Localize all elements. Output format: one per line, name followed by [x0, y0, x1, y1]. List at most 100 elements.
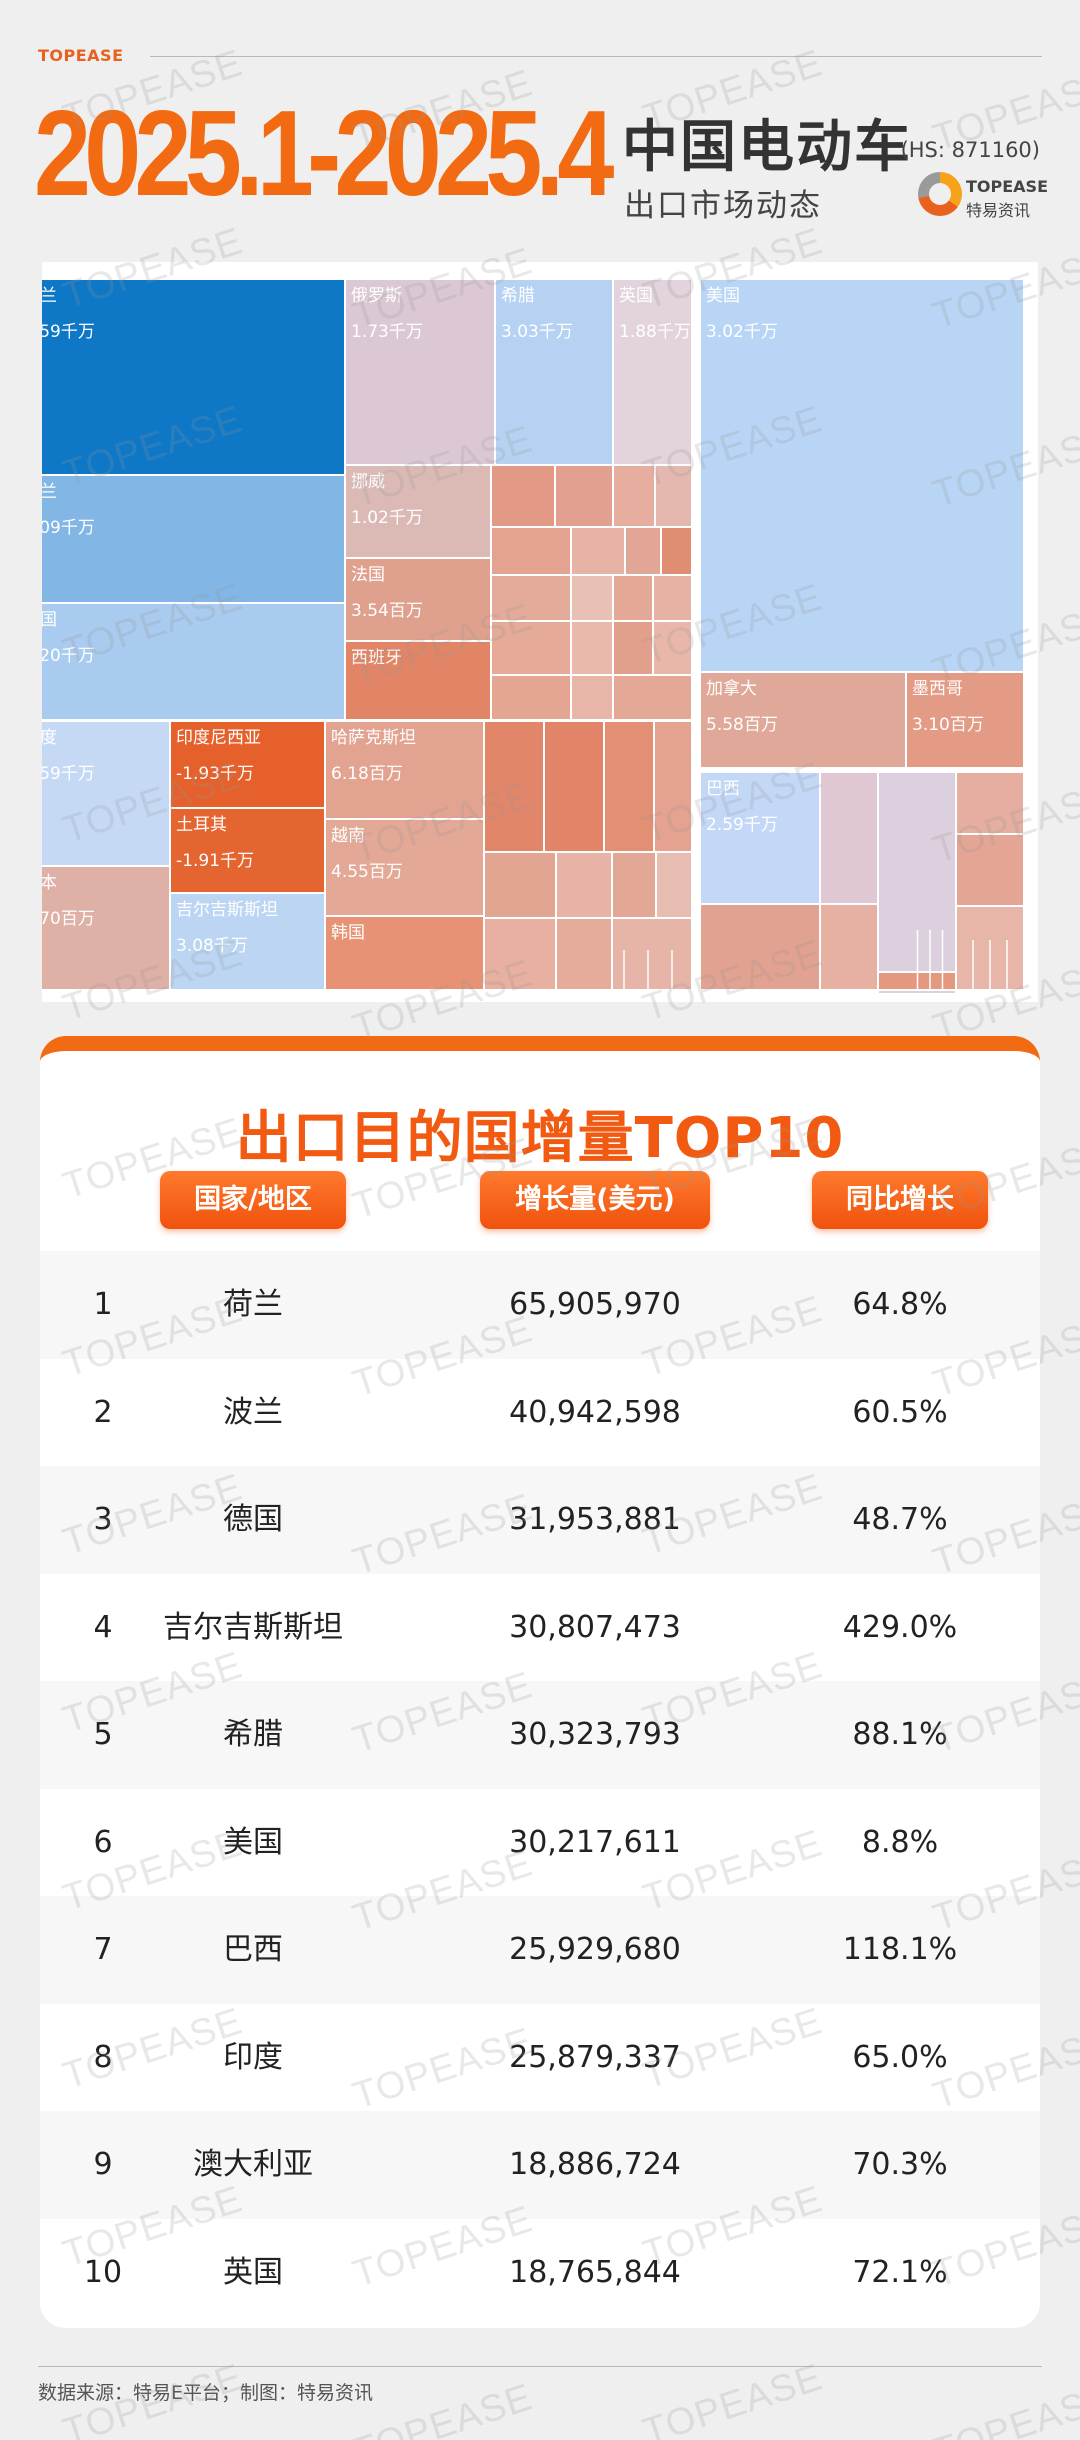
treemap-tile-rect: [612, 278, 694, 466]
treemap-tile-label: 日本: [42, 873, 57, 893]
treemap-tile-minor: [955, 833, 1025, 907]
treemap-tile: 法国 3.54百万: [344, 557, 492, 642]
treemap-tile-minor: [603, 720, 655, 853]
treemap-tile-minor: [570, 620, 614, 676]
treemap-tile-value: 2.59千万: [706, 815, 778, 835]
treemap-tile-value: 1.88千万: [619, 322, 691, 342]
growth-cell: 60.5%: [852, 1394, 948, 1430]
treemap-tile-minor: [653, 720, 697, 853]
treemap-tile-rect: [169, 807, 326, 894]
treemap-tile-minor: [490, 464, 556, 528]
watermark-text: TOPEASE: [637, 2356, 828, 2440]
treemap-tile-value: 4.09千万: [42, 518, 95, 538]
treemap-tile-label: 印度尼西亚: [176, 728, 261, 748]
treemap-tile-value: 5.58百万: [706, 715, 778, 735]
treemap-tile-minor: [543, 720, 605, 853]
watermark-text: TOPEASE: [347, 2376, 538, 2440]
country-cell: 希腊: [223, 1717, 283, 1752]
treemap-tile: 印度 2.59千万: [42, 720, 171, 867]
treemap-tile-minor: [624, 526, 662, 576]
treemap-tile-value: 3.10百万: [912, 715, 984, 735]
growth-cell: 429.0%: [842, 1609, 958, 1645]
treemap-tile: 土耳其 -1.91千万: [169, 807, 326, 894]
logo-text-en: TOPEASE: [966, 177, 1049, 196]
growth-cell: 88.1%: [852, 1717, 948, 1752]
treemap-tile: 英国 1.88千万: [612, 278, 694, 466]
treemap-tile-label: 希腊: [501, 286, 535, 306]
treemap-card: 荷兰 6.59千万波兰 4.09千万德国 3.20千万 俄罗斯 1.73千万 希腊 3.03千…: [42, 262, 1038, 1002]
treemap-tile-rect: [42, 474, 346, 604]
treemap-tile-value: 6.18百万: [331, 764, 403, 784]
treemap-tile: 越南 4.55百万: [324, 818, 485, 917]
table-rows: 1 荷兰 65,905,970 64.8% 2 波兰 40,942,598 60.5% 3 德国 3…: [40, 1251, 1040, 2326]
table-row: 6 美国 30,217,611 8.8%: [40, 1788, 1040, 1896]
table-row: 5 希腊 30,323,793 88.1%: [40, 1681, 1040, 1789]
country-cell: 巴西: [223, 1932, 283, 1967]
rank-cell: 3: [93, 1502, 113, 1537]
treemap-tile-label: 吉尔吉斯斯坦: [176, 900, 278, 920]
treemap-tile-label: 俄罗斯: [351, 286, 402, 306]
treemap-tile-rect: [344, 278, 496, 466]
date-range-headline: 2025.1-2025.4: [34, 85, 614, 221]
amount-cell: 65,905,970: [509, 1287, 681, 1322]
rank-cell: 1: [93, 1287, 113, 1322]
table-row: 9 澳大利亚 18,886,724 70.3%: [40, 2111, 1040, 2219]
treemap-tile-rect: [344, 464, 492, 559]
country-cell: 荷兰: [223, 1287, 283, 1322]
treemap-tile: 荷兰 6.59千万: [42, 278, 346, 476]
treemap-tile-minor: [612, 464, 656, 528]
amount-cell: 30,217,611: [509, 1824, 681, 1860]
growth-cell: 70.3%: [852, 2147, 948, 2182]
treemap-tile-rect: [344, 640, 492, 721]
treemap-tile-minor: [612, 620, 654, 676]
table-row: 4 吉尔吉斯斯坦 30,807,473 429.0%: [40, 1573, 1040, 1681]
treemap-tile-minor: [483, 851, 557, 919]
treemap-chart: 荷兰 6.59千万波兰 4.09千万德国 3.20千万 俄罗斯 1.73千万 希腊 3.03千…: [42, 278, 1025, 995]
table-row: 7 巴西 25,929,680 118.1%: [40, 1896, 1040, 2004]
treemap-tile-rect: [344, 557, 492, 642]
treemap-tile-minor: [655, 851, 697, 919]
treemap-tile-minor: [819, 903, 879, 991]
top-divider: [150, 56, 1042, 57]
amount-cell: 30,807,473: [509, 1609, 681, 1645]
treemap-tile: 西班牙: [344, 640, 492, 721]
header-country-pill: 国家/地区: [160, 1171, 346, 1229]
treemap-tile-minor: [570, 574, 614, 622]
treemap-tile-value: 2.59千万: [42, 764, 95, 784]
growth-cell: 65.0%: [852, 2039, 948, 2075]
treemap-tile: 吉尔吉斯斯坦 3.08千万: [169, 892, 326, 991]
growth-cell: 72.1%: [852, 2254, 948, 2290]
country-cell: 吉尔吉斯斯坦: [163, 1609, 343, 1645]
treemap-tile-minor: [490, 620, 572, 676]
rank-cell: 4: [93, 1609, 113, 1645]
treemap-tile-label: 越南: [331, 826, 365, 846]
treemap-tile-minor: [490, 674, 572, 721]
treemap-tile-minor: [555, 917, 613, 991]
growth-cell: 48.7%: [852, 1502, 948, 1537]
treemap-tile: 巴西 2.59千万: [699, 771, 821, 905]
treemap-tile-label: 英国: [619, 286, 653, 306]
amount-cell: 18,765,844: [509, 2254, 681, 2290]
treemap-tile-rect: [169, 720, 326, 809]
treemap-tile-minor: [612, 574, 654, 622]
watermark-text: TOPEASE: [927, 2376, 1080, 2440]
treemap-group-separator: [42, 719, 693, 721]
treemap-tile: 哈萨克斯坦 6.18百万: [324, 720, 485, 820]
page-title: 中国电动车: [622, 115, 912, 180]
treemap-tile: 韩国: [324, 915, 485, 991]
treemap-tile-minor: [699, 903, 821, 991]
rank-cell: 2: [93, 1394, 113, 1430]
country-cell: 德国: [223, 1502, 283, 1537]
country-cell: 澳大利亚: [193, 2147, 313, 2182]
table-title: 出口目的国增量TOP10: [235, 1106, 845, 1171]
rank-cell: 10: [83, 2254, 123, 2290]
amount-cell: 25,879,337: [509, 2039, 681, 2075]
treemap-tile-value: 3.03千万: [501, 322, 573, 342]
treemap-tile-rect: [42, 720, 171, 867]
treemap-tile-label: 西班牙: [351, 648, 402, 668]
table-row: 3 德国 31,953,881 48.7%: [40, 1466, 1040, 1574]
table-row: 1 荷兰 65,905,970 64.8%: [40, 1251, 1040, 1359]
treemap-tile-value: 3.54百万: [351, 601, 423, 621]
table-row: 10 英国 18,765,844 72.1%: [40, 2218, 1040, 2326]
treemap-tile-minor: [652, 574, 694, 622]
